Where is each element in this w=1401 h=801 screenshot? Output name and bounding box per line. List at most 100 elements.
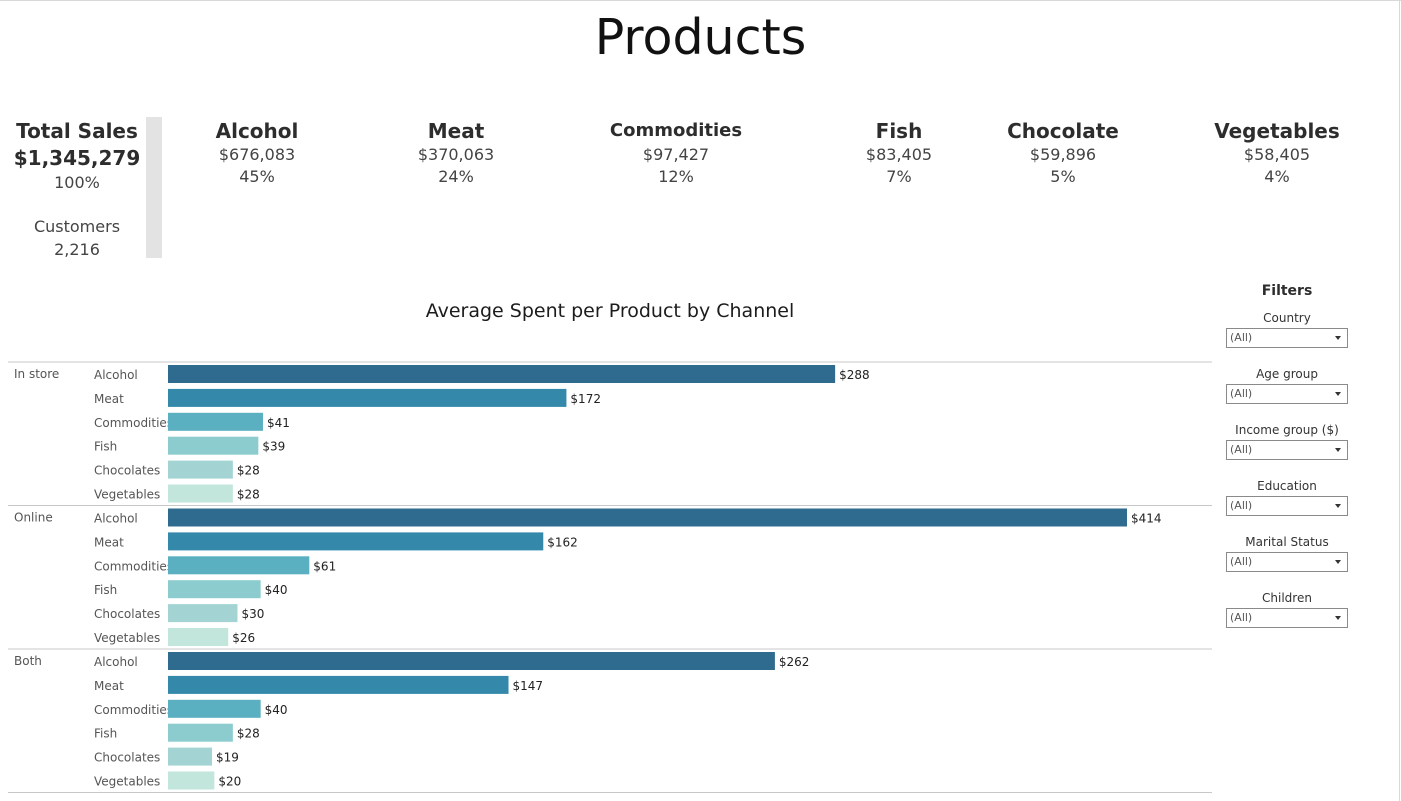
data-label-online-alcohol: $414 <box>1131 512 1162 526</box>
kpi-commodities-pct: 12% <box>658 167 694 186</box>
kpi-commodities-value: $97,427 <box>642 145 710 164</box>
kpi-commodities: Commodities $97,427 12% <box>596 118 756 188</box>
kpi-vegetables: Vegetables $58,405 4% <box>1207 118 1347 188</box>
group-label-both: Both <box>14 654 42 668</box>
data-label-in-store-chocolates: $28 <box>237 464 260 478</box>
data-label-both-vegetables: $20 <box>218 775 241 789</box>
data-label-in-store-alcohol: $288 <box>839 368 870 382</box>
kpi-chocolate-pct: 5% <box>1050 167 1076 186</box>
bar-in-store-commodities <box>168 412 263 431</box>
filter-marital-status-select[interactable]: (All) <box>1226 552 1348 572</box>
caret-down-icon <box>1335 504 1341 508</box>
filters-panel: Filters Country (All) Age group (All) In… <box>1222 280 1352 628</box>
kpi-fish-name: Fish <box>875 119 923 143</box>
group-label-in-store: In store <box>14 367 59 381</box>
bar-online-fish <box>168 580 261 599</box>
category-label-fish: Fish <box>94 440 117 454</box>
bar-both-meat <box>168 675 509 694</box>
kpi-fish: Fish $83,405 7% <box>829 118 969 188</box>
kpi-fish-value: $83,405 <box>865 145 933 164</box>
filter-country-label: Country <box>1263 311 1311 325</box>
bar-in-store-fish <box>168 436 259 455</box>
kpi-alcohol-pct: 45% <box>239 167 275 186</box>
kpi-alcohol-value: $676,083 <box>218 145 296 164</box>
bar-both-alcohol <box>168 652 775 670</box>
bar-in-store-meat <box>168 388 567 407</box>
page-title: Products <box>594 9 807 66</box>
bar-online-chocolates <box>168 604 238 623</box>
customers-label: Customers <box>33 217 121 236</box>
bar-online-meat <box>168 532 544 551</box>
category-label-chocolates: Chocolates <box>94 751 160 765</box>
bar-in-store-vegetables <box>168 484 233 503</box>
kpi-alcohol: Alcohol $676,083 45% <box>187 118 327 188</box>
data-label-online-commodities: $61 <box>313 559 336 573</box>
data-label-both-meat: $147 <box>513 679 544 693</box>
category-label-vegetables: Vegetables <box>94 775 160 789</box>
total-sales-value: $1,345,279 <box>13 146 141 170</box>
bar-online-alcohol <box>168 508 1127 527</box>
data-label-online-fish: $40 <box>265 583 288 597</box>
filter-income-group-select[interactable]: (All) <box>1226 440 1348 460</box>
customers-kpi: Customers 2,216 <box>0 216 154 262</box>
total-sales-kpi: Total Sales $1,345,279 100% <box>0 118 154 194</box>
caret-down-icon <box>1335 560 1341 564</box>
filter-country-select[interactable]: (All) <box>1226 328 1348 348</box>
group-label-online: Online <box>14 511 53 525</box>
filter-children: Children (All) <box>1226 590 1348 628</box>
filter-children-label: Children <box>1262 591 1312 605</box>
total-sales-label: Total Sales <box>16 119 138 143</box>
caret-down-icon <box>1335 392 1341 396</box>
filter-income-group: Income group ($) (All) <box>1226 422 1348 460</box>
channel-bar-chart: In store Alcohol $288 Meat $172 Commodities $4… <box>8 361 1212 793</box>
kpi-divider <box>146 117 162 258</box>
kpi-commodities-name: Commodities <box>609 120 743 141</box>
data-label-both-alcohol: $262 <box>779 655 810 669</box>
frame-top-border <box>0 0 1401 1</box>
data-label-online-chocolates: $30 <box>241 607 264 621</box>
filter-marital-status-label: Marital Status <box>1245 535 1329 549</box>
bar-both-chocolates <box>168 747 213 766</box>
category-label-alcohol: Alcohol <box>94 655 138 669</box>
data-label-both-commodities: $40 <box>265 703 288 717</box>
filter-education-select[interactable]: (All) <box>1226 496 1348 516</box>
bar-in-store-alcohol <box>168 365 836 383</box>
bar-in-store-chocolates <box>168 460 233 479</box>
kpi-meat-pct: 24% <box>438 167 474 186</box>
kpi-meat-name: Meat <box>427 119 485 143</box>
total-sales-pct: 100% <box>54 173 100 192</box>
filter-education-value: (All) <box>1230 499 1253 512</box>
customers-value: 2,216 <box>54 240 100 259</box>
category-label-commodities: Commodities <box>94 416 173 430</box>
kpi-chocolate-value: $59,896 <box>1029 145 1097 164</box>
kpi-vegetables-value: $58,405 <box>1243 145 1311 164</box>
category-label-alcohol: Alcohol <box>94 368 138 382</box>
kpi-fish-pct: 7% <box>886 167 912 186</box>
filter-age-group-select[interactable]: (All) <box>1226 384 1348 404</box>
filter-children-value: (All) <box>1230 611 1253 624</box>
category-label-vegetables: Vegetables <box>94 488 160 502</box>
data-label-both-chocolates: $19 <box>216 751 239 765</box>
kpi-meat-value: $370,063 <box>417 145 495 164</box>
data-label-online-vegetables: $26 <box>232 631 255 645</box>
filters-title: Filters <box>1261 283 1313 299</box>
category-label-vegetables: Vegetables <box>94 631 160 645</box>
category-label-fish: Fish <box>94 727 117 741</box>
filter-children-select[interactable]: (All) <box>1226 608 1348 628</box>
category-label-alcohol: Alcohol <box>94 512 138 526</box>
bar-online-commodities <box>168 556 310 575</box>
category-label-meat: Meat <box>94 392 124 406</box>
kpi-chocolate: Chocolate $59,896 5% <box>993 118 1133 188</box>
filter-country-value: (All) <box>1230 331 1253 344</box>
data-label-in-store-commodities: $41 <box>267 416 290 430</box>
bar-both-vegetables <box>168 771 215 790</box>
caret-down-icon <box>1335 616 1341 620</box>
kpi-meat: Meat $370,063 24% <box>386 118 526 188</box>
kpi-chocolate-name: Chocolate <box>1007 119 1119 143</box>
data-label-both-fish: $28 <box>237 727 260 741</box>
filter-age-group-value: (All) <box>1230 387 1253 400</box>
data-label-online-meat: $162 <box>547 535 578 549</box>
filter-country: Country (All) <box>1226 310 1348 348</box>
filter-education-label: Education <box>1257 479 1317 493</box>
kpi-vegetables-name: Vegetables <box>1214 119 1340 143</box>
